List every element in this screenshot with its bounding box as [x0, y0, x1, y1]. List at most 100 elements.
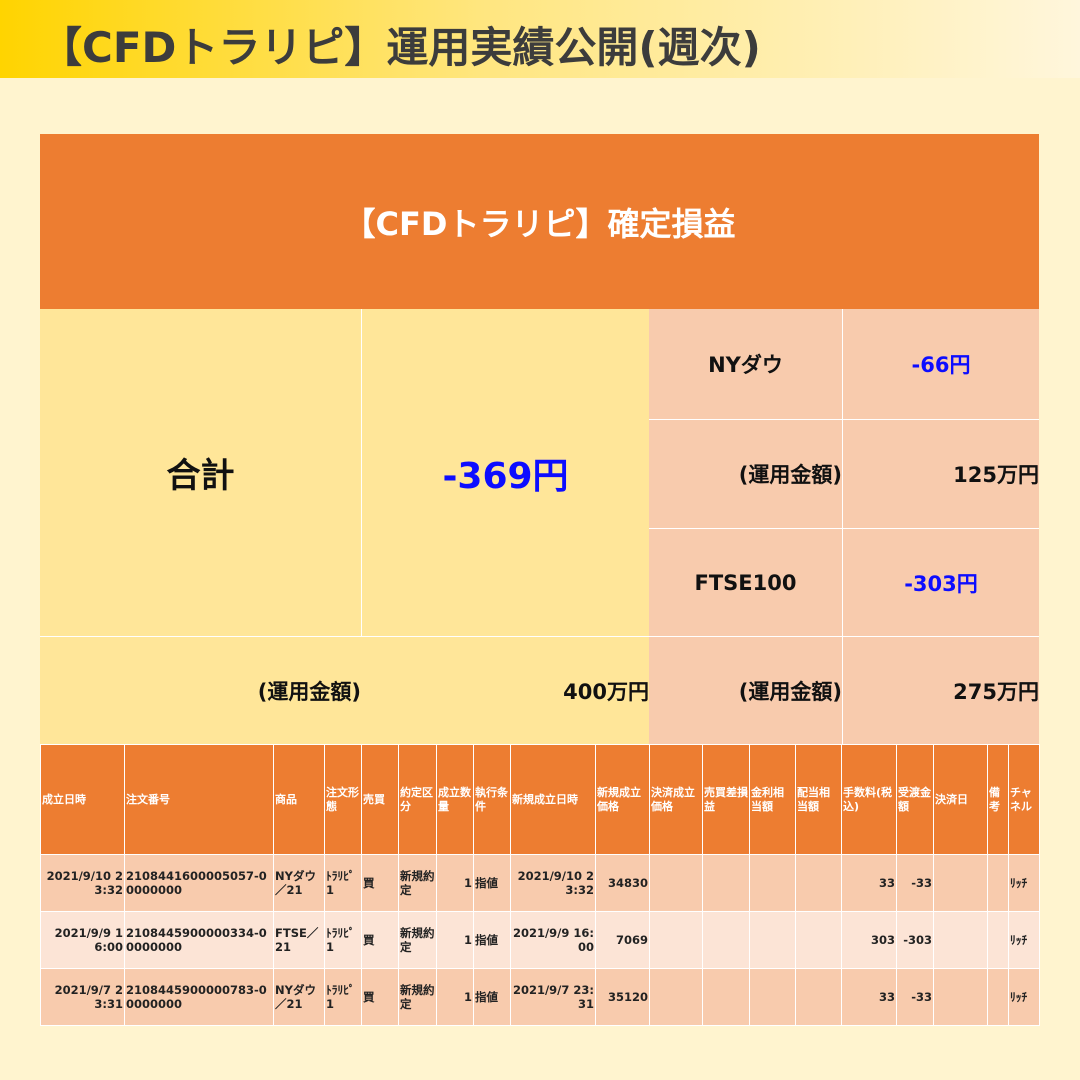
page-title: 【CFDトラリピ】運用実績公開(週次): [40, 23, 761, 72]
table-cell: 2021/9/10 23:32: [40, 854, 125, 912]
product-nydow-amount-label: (運用金額): [649, 419, 842, 528]
total-amount-value: 400万円: [361, 636, 649, 745]
column-header: 配当相当額: [795, 744, 842, 855]
table-cell: [933, 854, 988, 912]
product-nydow-pnl-text: -66円: [911, 353, 971, 377]
table-cell: 33: [841, 968, 897, 1026]
column-header: 備考: [987, 744, 1009, 855]
table-cell: [795, 911, 842, 969]
product-ftse-pnl: -303円: [842, 528, 1039, 636]
table-cell: [749, 911, 796, 969]
table-cell: 指値: [473, 968, 511, 1026]
product-ftse-name: FTSE100: [649, 528, 842, 636]
product-nydow-pnl: -66円: [842, 309, 1039, 419]
table-cell: 買: [361, 968, 399, 1026]
table-cell: 1: [436, 911, 474, 969]
table-cell: ﾄﾗﾘﾋﾟ1: [324, 968, 362, 1026]
table-cell: ﾘｯﾁ: [1008, 911, 1040, 969]
table-cell: [987, 911, 1009, 969]
table-cell: 2021/9/10 23:32: [510, 854, 596, 912]
table-cell: [795, 854, 842, 912]
table-cell: ﾄﾗﾘﾋﾟ1: [324, 854, 362, 912]
table-cell: [987, 968, 1009, 1026]
table-cell: [933, 911, 988, 969]
total-value: -369円: [361, 309, 649, 636]
column-header: 成立数量: [436, 744, 474, 855]
table-cell: [702, 854, 750, 912]
orders-header-row: 成立日時 注文番号 商品 注文形態 売買 約定区分 成立数量 執行条件 新規成立日時 新規成立価格…: [40, 744, 1040, 855]
table-cell: 1: [436, 968, 474, 1026]
orders-body: 2021/9/10 23:32 2108441600005057-00000000…: [40, 854, 1040, 1026]
product-nydow-name: NYダウ: [649, 309, 842, 419]
table-cell: 7069: [595, 911, 650, 969]
table-cell: -303: [896, 911, 934, 969]
table-cell: 1: [436, 854, 474, 912]
table-cell: 2021/9/9 16:00: [40, 911, 125, 969]
product-ftse-pnl-text: -303円: [904, 571, 978, 596]
column-header: 決済日: [933, 744, 988, 855]
table-cell: [795, 968, 842, 1026]
table-row: 2021/9/9 16:00 2108445900000334-00000000 F…: [40, 911, 1040, 969]
table-row: 2021/9/10 23:32 2108441600005057-00000000…: [40, 854, 1040, 912]
total-amount-label: (運用金額): [40, 636, 361, 745]
table-cell: 33: [841, 854, 897, 912]
column-header: 約定区分: [398, 744, 437, 855]
product-ftse-amount-value: 275万円: [842, 636, 1039, 745]
column-header: 注文番号: [124, 744, 274, 855]
table-cell: [933, 968, 988, 1026]
table-cell: 買: [361, 854, 399, 912]
column-header: 手数料(税込): [841, 744, 897, 855]
table-cell: 新規約定: [398, 911, 437, 969]
table-cell: 2021/9/7 23:31: [510, 968, 596, 1026]
table-cell: [702, 968, 750, 1026]
table-cell: [649, 968, 703, 1026]
column-header: 売買差損益: [702, 744, 750, 855]
table-cell: NYダウ／21: [273, 968, 325, 1026]
column-header: 新規成立価格: [595, 744, 650, 855]
table-cell: [649, 854, 703, 912]
column-header: 商品: [273, 744, 325, 855]
product-ftse-amount-label: (運用金額): [649, 636, 842, 745]
table-cell: 指値: [473, 854, 511, 912]
column-header: 成立日時: [40, 744, 125, 855]
table-cell: 35120: [595, 968, 650, 1026]
table-cell: ﾘｯﾁ: [1008, 968, 1040, 1026]
orders-table: 成立日時 注文番号 商品 注文形態 売買 約定区分 成立数量 執行条件 新規成立日時 新規成立価格…: [40, 744, 1040, 1026]
table-cell: 2108441600005057-00000000: [124, 854, 274, 912]
table-cell: 2108445900000334-00000000: [124, 911, 274, 969]
table-cell: [702, 911, 750, 969]
column-header: チャネル: [1008, 744, 1040, 855]
table-cell: [749, 968, 796, 1026]
table-cell: 新規約定: [398, 968, 437, 1026]
table-cell: 34830: [595, 854, 650, 912]
column-header: 新規成立日時: [510, 744, 596, 855]
column-header: 執行条件: [473, 744, 511, 855]
table-cell: 2021/9/7 23:31: [40, 968, 125, 1026]
column-header: 金利相当額: [749, 744, 796, 855]
table-cell: 2021/9/9 16:00: [510, 911, 596, 969]
summary-banner: 【CFDトラリピ】確定損益: [40, 134, 1039, 309]
column-header: 決済成立価格: [649, 744, 703, 855]
table-cell: [987, 854, 1009, 912]
table-cell: -33: [896, 854, 934, 912]
product-nydow-amount-value: 125万円: [842, 419, 1039, 528]
table-cell: [749, 854, 796, 912]
column-header: 売買: [361, 744, 399, 855]
table-cell: 2108445900000783-00000000: [124, 968, 274, 1026]
table-cell: [649, 911, 703, 969]
total-value-text: -369円: [442, 455, 569, 497]
page-header: 【CFDトラリピ】運用実績公開(週次): [0, 0, 1080, 78]
table-cell: NYダウ／21: [273, 854, 325, 912]
table-row: 2021/9/7 23:31 2108445900000783-00000000 N…: [40, 968, 1040, 1026]
table-cell: FTSE／21: [273, 911, 325, 969]
table-cell: ﾘｯﾁ: [1008, 854, 1040, 912]
column-header: 受渡金額: [896, 744, 934, 855]
table-cell: 303: [841, 911, 897, 969]
table-cell: 新規約定: [398, 854, 437, 912]
total-label: 合計: [40, 309, 361, 636]
table-cell: -33: [896, 968, 934, 1026]
table-cell: 買: [361, 911, 399, 969]
column-header: 注文形態: [324, 744, 362, 855]
table-cell: ﾄﾗﾘﾋﾟ1: [324, 911, 362, 969]
table-cell: 指値: [473, 911, 511, 969]
